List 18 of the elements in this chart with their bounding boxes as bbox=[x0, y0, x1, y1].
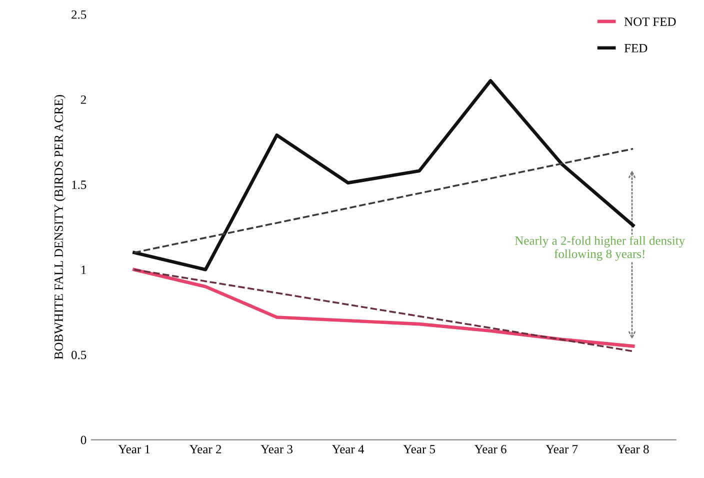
y-tick-label: 1.5 bbox=[72, 180, 86, 190]
annotation: Nearly a 2-fold higher fall density following 8 years! bbox=[515, 236, 686, 261]
legend-label: NOT FED bbox=[624, 18, 676, 26]
legend-label: FED bbox=[624, 44, 648, 52]
y-tick-label: 0 bbox=[80, 436, 86, 444]
x-tick-label: Year 1 bbox=[118, 445, 150, 454]
y-tick-label: 2 bbox=[80, 95, 86, 104]
x-tick-label: Year 4 bbox=[332, 445, 364, 454]
y-tick-label: 2.5 bbox=[72, 10, 86, 19]
x-tick-label: Year 5 bbox=[403, 445, 436, 454]
x-tick-label: Year 6 bbox=[474, 445, 506, 454]
x-tick-label: Year 7 bbox=[546, 445, 578, 454]
x-tick-label: Year 3 bbox=[260, 445, 293, 454]
y-axis-title: BOBWHITE FALL DENSITY (BIRDS PER ACRE) bbox=[54, 95, 66, 360]
x-tick-label: Year 8 bbox=[617, 444, 649, 454]
x-tick-label: Year 2 bbox=[189, 445, 222, 454]
y-tick-label: 0.5 bbox=[72, 350, 86, 360]
y-tick-label: 1 bbox=[82, 266, 86, 274]
